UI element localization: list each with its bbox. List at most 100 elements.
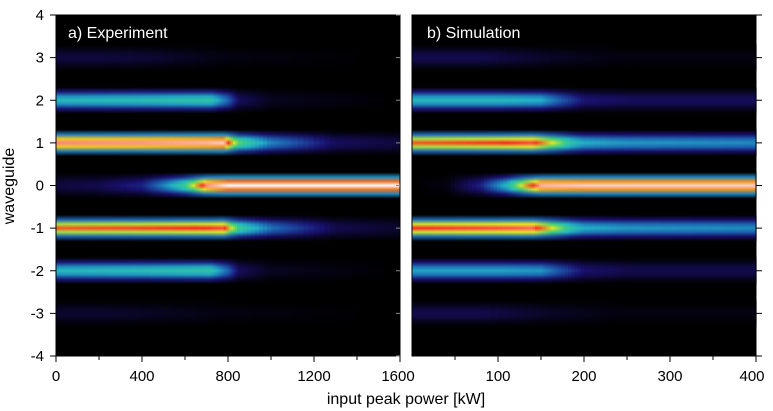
heatmap-cell <box>249 44 272 71</box>
heatmap-cell <box>210 214 214 242</box>
heatmap-cell <box>444 129 456 157</box>
heatmap-cell <box>561 257 566 284</box>
heatmap-cell <box>691 172 714 199</box>
heatmap-cell <box>237 87 240 114</box>
heatmap-cell <box>150 257 160 284</box>
heatmap-cell <box>584 214 590 242</box>
heatmap-cell <box>314 214 320 242</box>
heatmap-cell <box>351 257 369 284</box>
heatmap-cell <box>217 129 220 157</box>
heatmap-cell <box>605 129 612 157</box>
heatmap-cell <box>553 129 557 157</box>
heatmap-cell <box>549 257 553 284</box>
heatmap-cell <box>171 172 175 199</box>
heatmap-cell <box>168 172 173 199</box>
heatmap-cell <box>66 87 79 114</box>
heatmap-cell <box>195 172 198 199</box>
heatmap-cell <box>297 214 304 242</box>
heatmap-cell <box>487 257 499 284</box>
heatmap-cell <box>249 172 256 199</box>
heatmap-cell <box>217 300 229 327</box>
heatmap-cell <box>273 129 277 157</box>
heatmap-cell <box>564 257 569 284</box>
heatmap-cell <box>577 129 580 157</box>
x-axis-label: input peak power [kW] <box>327 391 485 408</box>
x-tick-label: 200 <box>571 368 596 385</box>
heatmap-cell <box>254 172 261 199</box>
heatmap-cell <box>236 214 240 242</box>
heatmap-cell <box>246 214 252 242</box>
heatmap-cell <box>560 214 564 242</box>
heatmap-cell <box>131 300 138 327</box>
heatmap-cell <box>266 129 272 157</box>
heatmap-cell <box>266 87 272 114</box>
heatmap-cell <box>627 172 650 199</box>
heatmap-cell <box>545 129 550 157</box>
heatmap-cell <box>56 44 62 71</box>
heatmap-cell <box>150 172 154 199</box>
heatmap-cell <box>412 129 424 157</box>
heatmap-cell <box>589 129 596 157</box>
heatmap-cell <box>489 44 499 71</box>
heatmap-cell <box>155 172 159 199</box>
heatmap-cell <box>174 300 186 327</box>
heatmap-cell <box>567 87 572 114</box>
heatmap-cell <box>167 257 177 284</box>
heatmap-cell <box>523 300 533 327</box>
heatmap-cell <box>691 214 709 242</box>
x-tick-label: 0 <box>52 368 60 385</box>
heatmap-cell <box>535 214 539 242</box>
heatmap-cell <box>233 129 236 157</box>
heatmap-cell <box>88 300 95 327</box>
heatmap-cell <box>543 214 547 242</box>
heatmap-cell <box>571 257 575 284</box>
heatmap-cell <box>233 257 236 284</box>
heatmap-cell <box>166 172 170 199</box>
heatmap-cell <box>232 87 234 114</box>
heatmap-cell <box>528 129 533 157</box>
heatmap-cell <box>120 87 132 114</box>
heatmap-cell <box>571 129 574 157</box>
heatmap-cell <box>627 129 644 157</box>
heatmap-cell <box>536 172 540 199</box>
heatmap-cell <box>510 172 514 199</box>
heatmap-cell <box>284 129 288 157</box>
heatmap-cell <box>66 44 73 71</box>
heatmap-cell <box>174 214 183 242</box>
heatmap-cell <box>351 129 361 157</box>
heatmap-cell <box>142 300 154 327</box>
heatmap-cell <box>489 300 499 327</box>
heatmap-cell <box>292 300 315 327</box>
heatmap-cell <box>77 214 89 242</box>
heatmap-cell <box>553 87 557 114</box>
heatmap-cell <box>433 129 445 157</box>
heatmap-cell <box>266 257 272 284</box>
heatmap-cell <box>303 87 320 114</box>
heatmap-cell <box>670 300 688 327</box>
heatmap-cell <box>266 214 272 242</box>
heatmap-cell <box>575 129 579 157</box>
heatmap-cell <box>229 214 232 242</box>
heatmap-cell <box>515 129 521 157</box>
heatmap-cell <box>77 172 84 199</box>
heatmap-cell <box>197 172 200 199</box>
heatmap-cell <box>551 257 555 284</box>
heatmap-cell <box>150 214 159 242</box>
heatmap-cell <box>532 214 536 242</box>
heatmap-cell <box>508 87 515 114</box>
heatmap-cell <box>707 129 725 157</box>
heatmap-cell <box>314 300 337 327</box>
heatmap-cell <box>246 87 252 114</box>
y-tick-label: 3 <box>36 50 44 67</box>
heatmap-cell <box>185 300 197 327</box>
heatmap-cell <box>564 214 568 242</box>
heatmap-cell <box>61 44 68 71</box>
heatmap-cell <box>450 172 456 199</box>
heatmap-cell <box>56 257 68 284</box>
heatmap-cell <box>618 44 637 71</box>
heatmap-cell <box>159 87 169 114</box>
heatmap-cell <box>199 172 202 199</box>
heatmap-cell <box>287 129 291 157</box>
heatmap-cell <box>548 214 552 242</box>
heatmap-cell <box>560 129 564 157</box>
